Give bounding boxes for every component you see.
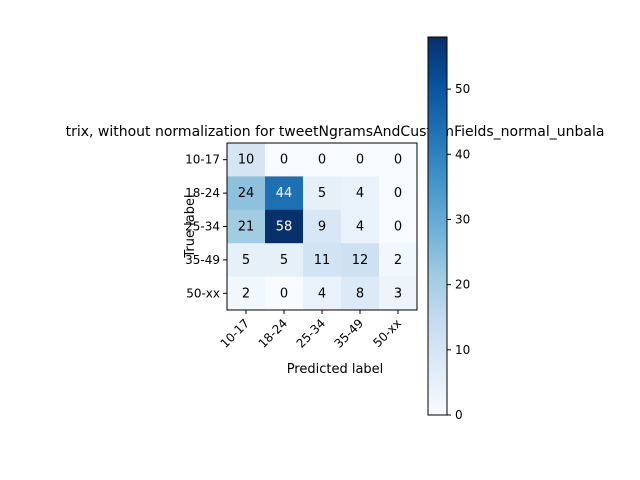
heatmap-cell bbox=[227, 276, 266, 311]
heatmap-cell bbox=[265, 209, 304, 244]
y-axis-ticks: 10-17 18-24 25-34 35-49 50-xx bbox=[185, 153, 227, 300]
cell-value-label: 10 bbox=[238, 153, 255, 168]
heatmap-cell bbox=[341, 243, 380, 278]
colorbar bbox=[427, 36, 448, 416]
colorbar-tick-label: 30 bbox=[455, 212, 470, 226]
heatmap-cell bbox=[379, 276, 418, 311]
cell-value-label: 2 bbox=[394, 253, 402, 268]
cell-value-label: 9 bbox=[318, 220, 326, 235]
cell-value-label: 44 bbox=[276, 186, 293, 201]
cell-value-label: 0 bbox=[318, 153, 326, 168]
heatmap-cell bbox=[303, 209, 342, 244]
x-tick-label: 25-34 bbox=[294, 316, 329, 351]
cell-value-label: 0 bbox=[394, 186, 402, 201]
heatmap-cell bbox=[303, 176, 342, 211]
heatmap-cell bbox=[227, 243, 266, 278]
heatmap-cell-labels: 10 0 0 0 0 24 44 5 4 0 21 58 9 4 0 5 5 11 12 2 2 0 4 8 3 bbox=[238, 153, 402, 302]
cell-value-label: 5 bbox=[318, 186, 326, 201]
y-tick-label: 25-34 bbox=[185, 220, 220, 234]
y-tick-label: 35-49 bbox=[185, 253, 220, 267]
cell-value-label: 11 bbox=[314, 253, 331, 268]
heatmap-cells bbox=[227, 143, 418, 311]
heatmap-cell bbox=[227, 143, 266, 177]
y-tick-label: 50-xx bbox=[186, 286, 220, 300]
y-tick-label: 10-17 bbox=[185, 153, 220, 167]
cell-value-label: 12 bbox=[352, 253, 369, 268]
cell-value-label: 5 bbox=[280, 253, 288, 268]
heatmap-cell bbox=[265, 243, 304, 278]
cell-value-label: 0 bbox=[394, 220, 402, 235]
cell-value-label: 8 bbox=[356, 286, 364, 301]
x-tick-label: 50-xx bbox=[370, 316, 404, 350]
heatmap-cell bbox=[341, 209, 380, 244]
cell-value-label: 0 bbox=[356, 153, 364, 168]
cell-value-label: 0 bbox=[280, 153, 288, 168]
heatmap-cell bbox=[227, 209, 266, 244]
colorbar-tick-label: 50 bbox=[455, 82, 470, 96]
heatmap-cell bbox=[265, 276, 304, 311]
x-axis-ticks: 10-17 18-24 25-34 35-49 50-xx bbox=[218, 310, 404, 351]
cell-value-label: 4 bbox=[356, 186, 364, 201]
cell-value-label: 3 bbox=[394, 286, 402, 301]
y-axis-label: True label bbox=[183, 194, 198, 258]
cell-value-label: 4 bbox=[318, 286, 326, 301]
heatmap-cell bbox=[379, 243, 418, 278]
cell-value-label: 24 bbox=[238, 186, 255, 201]
colorbar-tick-label: 0 bbox=[455, 408, 463, 422]
x-tick-label: 35-49 bbox=[332, 316, 367, 351]
heatmap-cell bbox=[303, 243, 342, 278]
x-tick-label: 18-24 bbox=[256, 316, 291, 351]
colorbar-tick-label: 10 bbox=[455, 343, 470, 357]
cell-value-label: 0 bbox=[280, 286, 288, 301]
cell-value-label: 21 bbox=[238, 220, 255, 235]
cell-value-label: 2 bbox=[242, 286, 250, 301]
cell-value-label: 5 bbox=[242, 253, 250, 268]
heatmap-cell bbox=[341, 143, 380, 177]
heatmap-cell bbox=[303, 143, 342, 177]
heatmap-cell bbox=[379, 176, 418, 211]
heatmap-cell bbox=[341, 276, 380, 311]
cell-value-label: 0 bbox=[394, 153, 402, 168]
chart-title: trix, without normalization for tweetNgr… bbox=[66, 124, 605, 140]
colorbar-tick-label: 40 bbox=[455, 147, 470, 161]
y-tick-label: 18-24 bbox=[185, 186, 220, 200]
cell-value-label: 58 bbox=[276, 220, 293, 235]
x-axis-label: Predicted label bbox=[287, 362, 384, 377]
heatmap-cell bbox=[341, 176, 380, 211]
heatmap-cell bbox=[303, 276, 342, 311]
colorbar-tick-label: 20 bbox=[455, 278, 470, 292]
heatmap-cell bbox=[265, 176, 304, 211]
x-tick-label: 10-17 bbox=[218, 316, 253, 351]
heatmap-cell bbox=[265, 143, 304, 177]
heatmap-cell bbox=[379, 143, 418, 177]
heatmap-cell bbox=[227, 176, 266, 211]
cell-value-label: 4 bbox=[356, 220, 364, 235]
heatmap-cell bbox=[379, 209, 418, 244]
colorbar-ticks: 0 10 20 30 40 50 bbox=[447, 82, 470, 422]
